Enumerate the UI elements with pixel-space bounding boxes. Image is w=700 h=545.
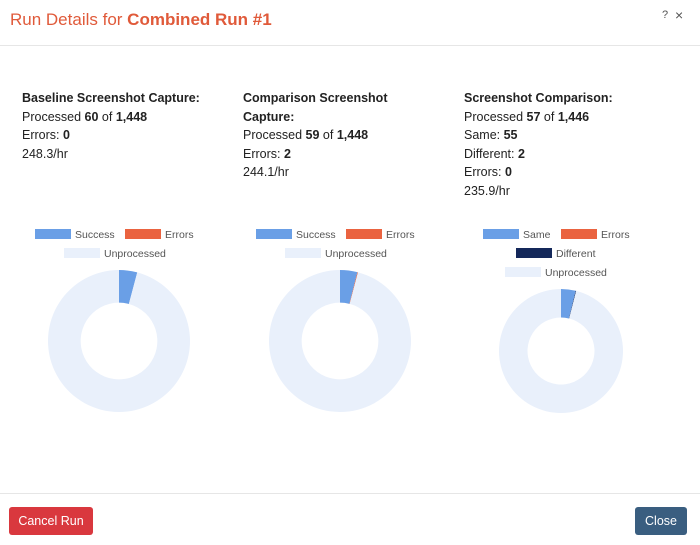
baseline-errors: Errors: 0 — [22, 128, 70, 142]
run-name: Combined Run #1 — [127, 10, 272, 29]
comparison-errors: Errors: 2 — [243, 146, 291, 161]
legend-item-unprocessed[interactable]: Unprocessed — [64, 248, 166, 260]
baseline-stats: Baseline Screenshot Capture: Processed 6… — [22, 89, 222, 163]
screenshot-comparison-processed: Processed 57 of 1,446 — [464, 109, 590, 124]
comparison-heading: Comparison Screenshot Capture: — [243, 91, 388, 124]
baseline-processed: Processed 60 of 1,448 — [22, 109, 148, 124]
screenshot-comparison-stats: Screenshot Comparison: Processed 57 of 1… — [464, 89, 664, 200]
screenshot-comparison-donut-chart — [499, 289, 623, 413]
legend-item-different[interactable]: Different — [516, 248, 596, 260]
legend-item-errors[interactable]: Errors — [561, 229, 630, 241]
screenshot-comparison-same: Same: 55 — [464, 128, 518, 142]
baseline-heading: Baseline Screenshot Capture: — [22, 91, 200, 105]
donut-slice-different[interactable] — [568, 290, 577, 319]
legend-item-errors[interactable]: Errors — [125, 229, 194, 241]
donut-slice-same[interactable] — [561, 289, 576, 319]
screenshot-comparison-different: Different: 2 — [464, 146, 525, 161]
baseline-rate: 248.3/hr — [22, 146, 68, 161]
comparison-rate: 244.1/hr — [243, 165, 289, 179]
modal-header: Run Details for Combined Run #1 ? × — [0, 0, 700, 46]
legend-item-unprocessed[interactable]: Unprocessed — [505, 267, 607, 279]
baseline-donut-chart — [47, 270, 190, 412]
cancel-run-button[interactable]: Cancel Run — [9, 507, 93, 535]
donut-slice-errors[interactable] — [349, 272, 358, 304]
screenshot-comparison-errors: Errors: 0 — [464, 165, 512, 179]
legend-item-success[interactable]: Success — [35, 229, 115, 241]
legend-item-same[interactable]: Same — [483, 229, 550, 241]
comparison-donut-chart — [269, 270, 411, 412]
donut-slice-unprocessed[interactable] — [47, 270, 190, 412]
modal-footer — [0, 493, 700, 545]
title-prefix: Run Details for — [10, 10, 128, 29]
legend-item-unprocessed[interactable]: Unprocessed — [285, 248, 387, 260]
donut-slice-unprocessed[interactable] — [499, 289, 623, 413]
donut-slice-success[interactable] — [119, 270, 138, 304]
help-icon[interactable]: ? — [662, 9, 669, 21]
legend-item-success[interactable]: Success — [256, 229, 336, 241]
screenshot-comparison-heading: Screenshot Comparison: — [464, 91, 613, 105]
donut-slice-unprocessed[interactable] — [269, 270, 411, 412]
comparison-processed: Processed 59 of 1,448 — [243, 128, 369, 142]
close-icon[interactable]: × — [675, 7, 684, 23]
screenshot-comparison-rate: 235.9/hr — [464, 183, 510, 198]
modal-title: Run Details for Combined Run #1 — [10, 10, 272, 30]
close-button[interactable]: Close — [635, 507, 687, 535]
comparison-stats: Comparison Screenshot Capture: Processed … — [243, 89, 423, 182]
donut-slice-success[interactable] — [340, 270, 358, 304]
legend-item-errors[interactable]: Errors — [346, 229, 415, 241]
